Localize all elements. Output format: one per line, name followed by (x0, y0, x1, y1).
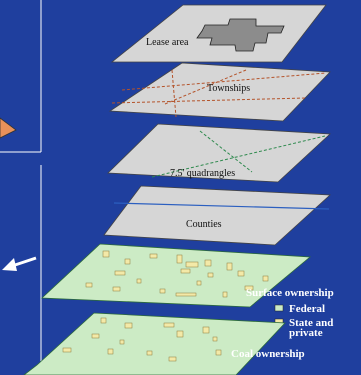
surface-ownership-plate (41, 243, 312, 308)
coal-ownership-layer: Coal ownership (23, 312, 305, 375)
township-line-d (171, 69, 177, 118)
coal-private-parcels (62, 317, 222, 362)
coal-ownership-title: Coal ownership (231, 348, 305, 360)
legend-label-federal: Federal (289, 303, 325, 315)
township-line-c (111, 97, 306, 104)
surface-ownership-layer: Surface ownership (41, 243, 334, 308)
quadrangles-layer: 7.5' quadrangles (107, 123, 331, 183)
quadrangles-label: 7.5' quadrangles (170, 168, 235, 179)
counties-plate (103, 185, 331, 246)
townships-plate (108, 62, 331, 122)
surface-private-parcels (85, 250, 269, 298)
lease-area-layer: Lease area (110, 4, 327, 63)
quadrangle-line-b (199, 130, 253, 173)
legend-swatch-federal (274, 304, 284, 312)
county-line (113, 202, 330, 210)
coal-ownership-plate (23, 312, 286, 375)
ownership-legend: Federal State and private (274, 303, 333, 339)
left-arrow-icon (2, 256, 37, 271)
lease-area-shape (196, 18, 285, 52)
counties-layer: Counties (103, 185, 331, 246)
legend-label-state-line2: private (289, 327, 323, 339)
legend-label-state-line1: State and (289, 317, 333, 329)
township-line-a (121, 72, 327, 91)
lease-area-label: Lease area (146, 37, 189, 48)
quadrangles-plate (107, 123, 331, 183)
counties-label: Counties (186, 219, 222, 230)
townships-label: Townships (207, 83, 250, 94)
surface-ownership-title: Surface ownership (246, 287, 334, 299)
townships-layer: Townships (108, 62, 331, 122)
orange-partial-shape (0, 117, 17, 139)
